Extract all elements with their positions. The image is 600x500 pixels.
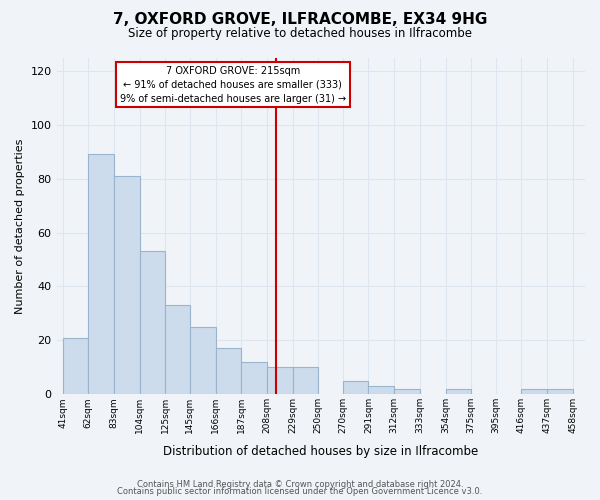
Bar — [215, 348, 241, 394]
Text: Size of property relative to detached houses in Ilfracombe: Size of property relative to detached ho… — [128, 28, 472, 40]
Bar — [267, 368, 293, 394]
Bar — [241, 362, 267, 394]
Text: 7, OXFORD GROVE, ILFRACOMBE, EX34 9HG: 7, OXFORD GROVE, ILFRACOMBE, EX34 9HG — [113, 12, 487, 28]
Text: Contains public sector information licensed under the Open Government Licence v3: Contains public sector information licen… — [118, 488, 482, 496]
Bar — [521, 389, 547, 394]
Bar — [547, 389, 573, 394]
Text: Contains HM Land Registry data © Crown copyright and database right 2024.: Contains HM Land Registry data © Crown c… — [137, 480, 463, 489]
Text: 7 OXFORD GROVE: 215sqm
← 91% of detached houses are smaller (333)
9% of semi-det: 7 OXFORD GROVE: 215sqm ← 91% of detached… — [119, 66, 346, 104]
Y-axis label: Number of detached properties: Number of detached properties — [15, 138, 25, 314]
Bar — [88, 154, 114, 394]
Bar — [446, 389, 471, 394]
Bar — [293, 368, 319, 394]
Bar — [140, 252, 166, 394]
Bar — [62, 338, 88, 394]
Bar — [368, 386, 394, 394]
Bar — [114, 176, 140, 394]
Bar — [190, 327, 215, 394]
Bar — [343, 381, 368, 394]
X-axis label: Distribution of detached houses by size in Ilfracombe: Distribution of detached houses by size … — [163, 444, 478, 458]
Bar — [166, 306, 190, 394]
Bar — [394, 389, 420, 394]
